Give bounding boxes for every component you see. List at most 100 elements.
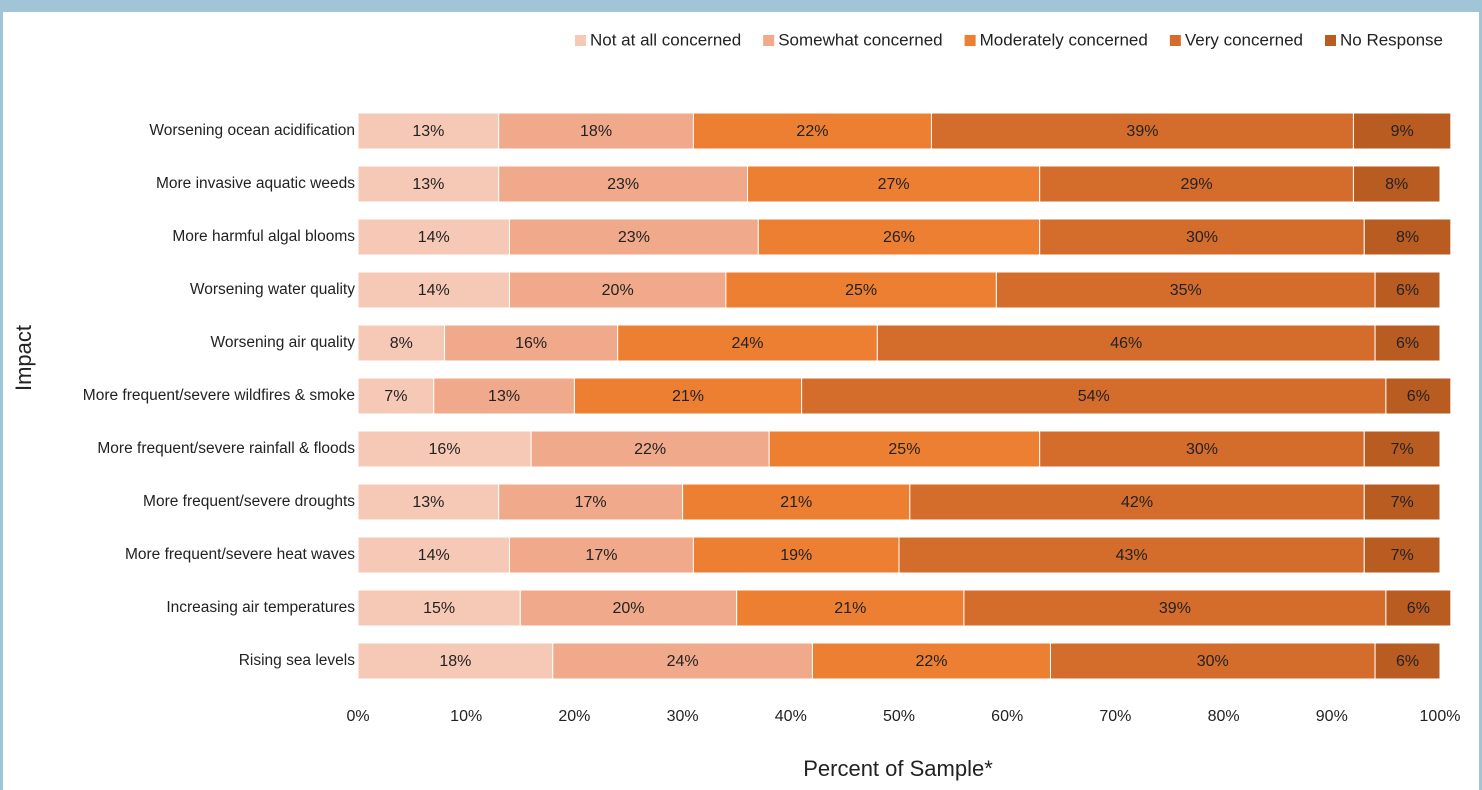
bar-segment [747,165,1041,203]
chart-panel: Percent of Sample* Impact 0% 10% 20% 30% 40%… [3,12,1479,790]
data-label: 43% [1116,547,1148,564]
data-label: 22% [915,653,947,670]
data-label: 6% [1396,653,1419,670]
x-tick-label: 60% [991,708,1023,725]
bar-segment [530,430,770,468]
bar-segment [1363,218,1452,256]
x-tick-label: 10% [450,708,482,725]
y-tick-label: More frequent/severe droughts [143,493,355,510]
bar-segment [357,642,554,680]
data-label: 23% [607,176,639,193]
data-label: 25% [845,282,877,299]
x-tick-label: 20% [558,708,590,725]
data-label: 30% [1186,441,1218,458]
data-label: 14% [418,282,450,299]
data-label: 23% [618,229,650,246]
legend-label: Very concerned [1185,30,1303,49]
data-label: 13% [412,494,444,511]
data-label: 25% [888,441,920,458]
bar-segment [963,589,1387,627]
bar-segment [1039,218,1365,256]
data-label: 18% [439,653,471,670]
y-tick-label: Rising sea levels [238,652,355,669]
data-label: 16% [429,441,461,458]
data-label: 17% [585,547,617,564]
data-label: 6% [1407,388,1430,405]
bar-segment [433,377,575,415]
y-tick-label: Worsening ocean acidification [149,122,355,139]
data-label: 30% [1186,229,1218,246]
data-label: 21% [834,600,866,617]
data-label: 8% [1396,229,1419,246]
bar-segment [357,165,500,203]
bar-segment [1374,324,1441,362]
legend-swatch [1169,35,1181,46]
legend-label: Moderately concerned [980,30,1148,49]
bar-segment [692,112,932,150]
bar-segment [498,112,694,150]
data-label: 7% [1391,494,1414,511]
y-tick-label: More invasive aquatic weeds [155,175,355,192]
data-label: 19% [780,547,812,564]
bar-segment [768,430,1041,468]
data-label: 20% [602,282,634,299]
bar-segment [909,483,1365,521]
bar-segment [508,536,694,574]
y-tick-label: Increasing air temperatures [166,599,355,616]
data-label: 39% [1159,600,1191,617]
data-label: 27% [878,176,910,193]
x-tick-label: 90% [1316,708,1348,725]
bar-segment [357,483,500,521]
x-tick-label: 80% [1208,708,1240,725]
data-label: 9% [1391,123,1414,140]
legend-swatch [763,35,775,46]
bar-segment [1352,112,1452,150]
data-label: 30% [1197,653,1229,670]
data-label: 24% [732,335,764,352]
data-label: 13% [488,388,520,405]
bar-segment [357,430,532,468]
bar-segment [1374,642,1441,680]
bar-segment [357,271,510,309]
bar-segment [552,642,813,680]
data-label: 7% [1391,547,1414,564]
data-label: 22% [634,441,666,458]
legend-label: No Response [1340,30,1443,49]
x-tick-label: 70% [1099,708,1131,725]
data-label: 42% [1121,494,1153,511]
data-label: 21% [780,494,812,511]
data-label: 15% [423,600,455,617]
data-label: 29% [1181,176,1213,193]
bar-segment [757,218,1041,256]
data-label: 14% [418,229,450,246]
bar-segment [1385,377,1452,415]
data-label: 7% [1391,441,1414,458]
bar-segment [498,483,684,521]
data-label: 18% [580,123,612,140]
data-label: 21% [672,388,704,405]
legend-swatch [574,35,586,46]
bar-segment [736,589,965,627]
y-tick-label: More frequent/severe wildfires & smoke [82,387,355,404]
data-label: 39% [1126,123,1158,140]
bar-segment [725,271,997,309]
x-tick-label: 0% [346,708,369,725]
bar-segment [357,536,510,574]
bar-segment [519,589,738,627]
x-tick-label: 40% [775,708,807,725]
x-axis-title: Percent of Sample* [803,756,993,781]
data-label: 17% [575,494,607,511]
bar-segment [811,642,1051,680]
y-axis-title: Impact [11,325,36,391]
bar-segment [357,112,500,150]
data-label: 14% [418,547,450,564]
legend-label: Somewhat concerned [778,30,942,49]
data-label: 24% [667,653,699,670]
bar-segment [876,324,1376,362]
y-tick-label: Worsening air quality [210,334,355,351]
bar-segment [1352,165,1441,203]
x-tick-label: 30% [667,708,699,725]
x-tick-label: 50% [883,708,915,725]
bar-segment [898,536,1365,574]
